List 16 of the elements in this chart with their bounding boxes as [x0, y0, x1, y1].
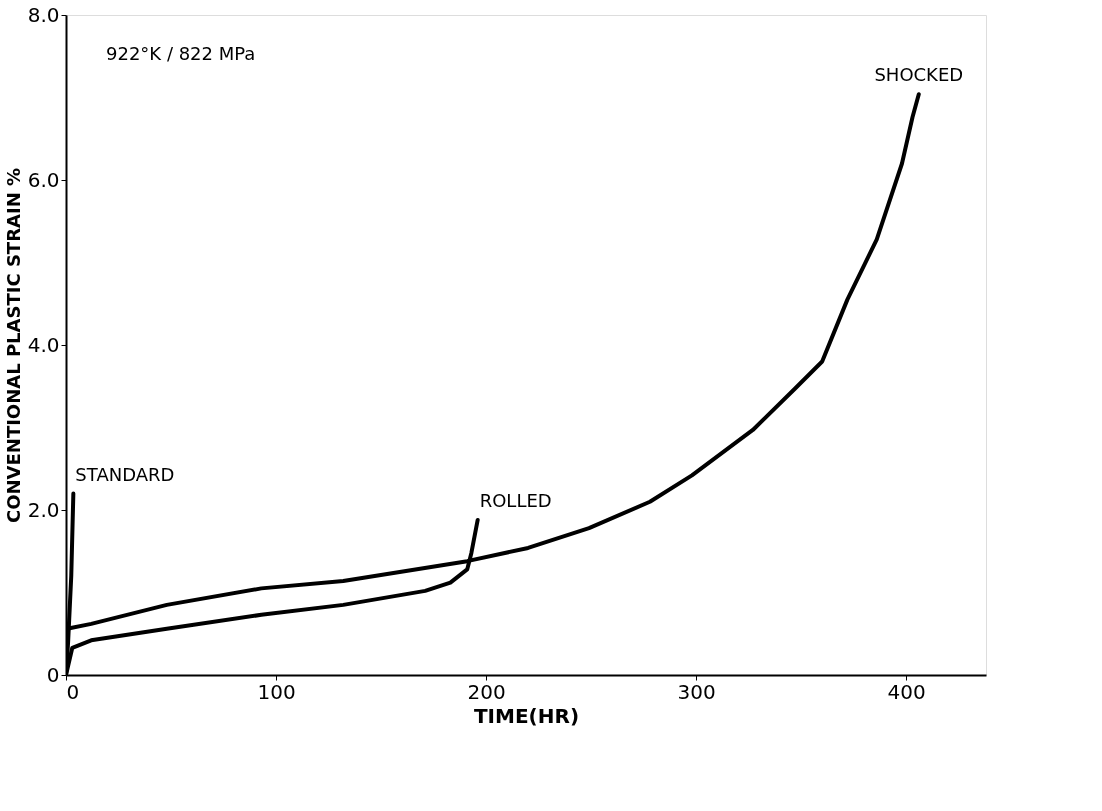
y-tick-label: 4.0 — [27, 332, 60, 357]
series-label: STANDARD — [75, 463, 175, 485]
x-tick-label: 300 — [677, 679, 716, 704]
y-tick-label: 8.0 — [27, 2, 60, 27]
x-tick-label: 200 — [467, 679, 506, 704]
series-label: ROLLED — [479, 489, 552, 511]
series-label: SHOCKED — [874, 64, 964, 86]
annotation: 922°K / 822 MPa — [106, 43, 256, 64]
y-tick-label: 6.0 — [27, 167, 60, 192]
y-tick-label: 0 — [46, 662, 60, 687]
y-tick-label: 2.0 — [27, 497, 60, 522]
x-tick-label: 0 — [66, 679, 80, 704]
x-tick-label: 400 — [887, 679, 926, 704]
x-tick-label: 100 — [257, 679, 296, 704]
y-axis-title: CONVENTIONAL PLASTIC STRAIN % — [2, 168, 24, 523]
x-axis-title: TIME(HR) — [473, 703, 580, 728]
